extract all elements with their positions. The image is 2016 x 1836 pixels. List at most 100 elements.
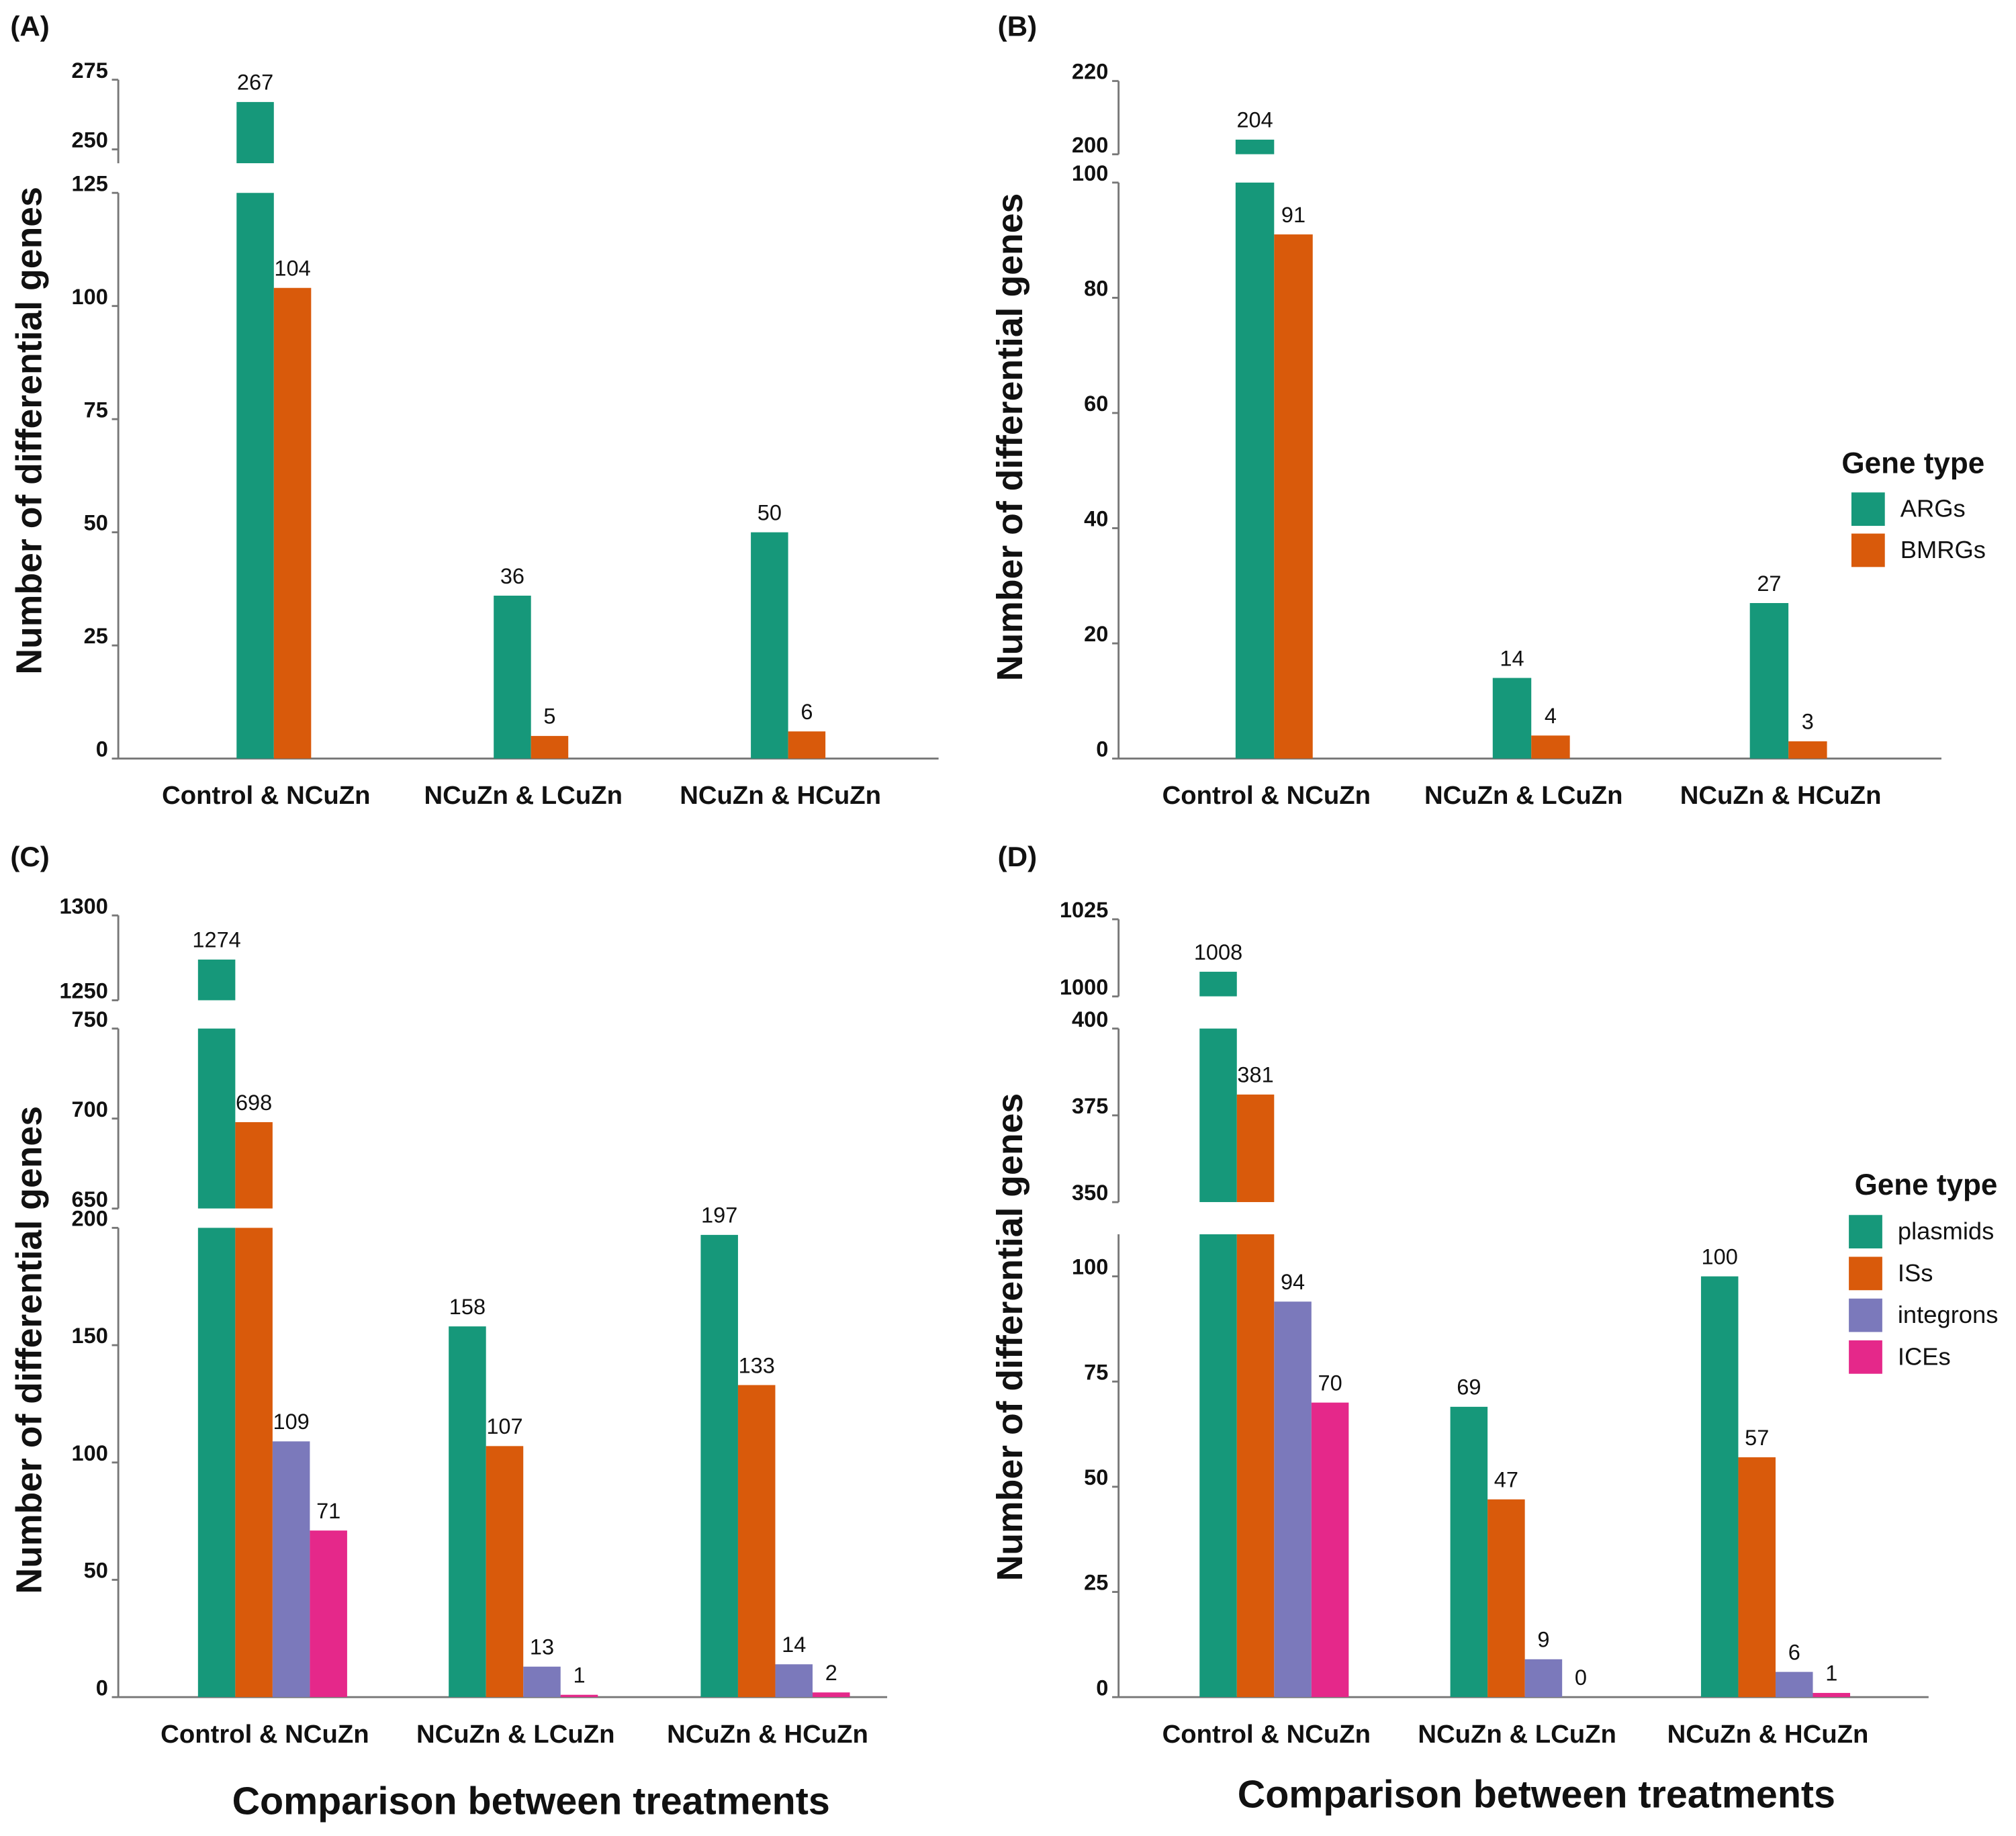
y-tick-label: 0	[96, 1676, 108, 1700]
legend-title: Gene type	[1855, 1168, 1998, 1201]
y-tick-label: 250	[72, 128, 108, 152]
value-label: 3	[1802, 710, 1814, 734]
value-label: 50	[758, 500, 782, 524]
y-tick-label: 125	[72, 171, 108, 195]
bar	[197, 1028, 236, 1209]
y-tick-label: 650	[72, 1187, 108, 1211]
bar	[449, 1326, 486, 1698]
bar	[1700, 1276, 1739, 1698]
value-label: 9	[1537, 1628, 1549, 1652]
y-tick-label: 80	[1084, 277, 1108, 301]
x-tick-label: NCuZn & LCuZn	[416, 1720, 615, 1749]
bar	[751, 532, 788, 759]
y-tick-label: 150	[72, 1324, 108, 1348]
value-label: 36	[500, 564, 524, 588]
x-tick-label: NCuZn & HCuZn	[667, 1720, 868, 1749]
y-tick-label: 200	[72, 1207, 108, 1231]
bar	[1788, 741, 1827, 759]
x-tick-label: Control & NCuZn	[162, 781, 370, 810]
bar	[1274, 234, 1313, 759]
bar	[523, 1666, 561, 1698]
y-axis-title: Number of differential genes	[9, 1106, 49, 1594]
bar	[494, 595, 531, 759]
bar	[236, 101, 274, 164]
y-tick-label: 275	[72, 58, 108, 83]
y-tick-label: 75	[84, 398, 108, 422]
x-tick-label: NCuZn & LCuZn	[1418, 1720, 1616, 1749]
value-label: 4	[1545, 704, 1557, 728]
panel-label: (A)	[10, 10, 49, 42]
y-tick-label: 1250	[59, 979, 107, 1003]
y-axis-title: Number of differential genes	[990, 1093, 1030, 1581]
legend-swatch	[1849, 1340, 1882, 1374]
y-tick-label: 100	[72, 285, 108, 309]
bar	[812, 1692, 850, 1698]
bar	[788, 731, 826, 759]
bar	[1199, 1028, 1237, 1203]
value-label: 109	[273, 1410, 310, 1434]
y-tick-label: 50	[84, 511, 108, 535]
y-tick-label: 350	[1072, 1181, 1108, 1205]
legend-swatch	[1849, 1298, 1882, 1332]
value-label: 381	[1237, 1063, 1273, 1087]
value-label: 70	[1318, 1371, 1342, 1395]
y-tick-label: 100	[1072, 161, 1108, 185]
bar	[560, 1694, 598, 1698]
legend-swatch	[1849, 1256, 1882, 1291]
panel-label: (C)	[10, 841, 49, 872]
value-label: 1008	[1194, 940, 1242, 964]
value-label: 27	[1757, 571, 1781, 596]
value-label: 197	[701, 1203, 737, 1228]
y-tick-label: 1300	[59, 894, 107, 918]
y-tick-label: 75	[1084, 1360, 1108, 1384]
x-axis-title: Comparison between treatments	[232, 1780, 830, 1823]
value-label: 69	[1457, 1375, 1481, 1399]
value-label: 0	[1575, 1665, 1587, 1690]
legend-label: ARGs	[1900, 495, 1966, 522]
value-label: 133	[739, 1353, 775, 1377]
value-label: 57	[1745, 1426, 1769, 1450]
value-label: 71	[316, 1499, 340, 1523]
value-label: 204	[1236, 108, 1273, 132]
bar	[700, 1234, 738, 1698]
y-tick-label: 25	[1084, 1571, 1108, 1595]
y-tick-label: 200	[1072, 133, 1108, 157]
bar	[1235, 182, 1275, 759]
bar	[1236, 1234, 1275, 1698]
legend-swatch	[1851, 533, 1885, 567]
x-tick-label: NCuZn & HCuZn	[1680, 781, 1882, 810]
y-tick-label: 25	[84, 624, 108, 648]
value-label: 6	[1788, 1640, 1800, 1664]
y-axis-title: Number of differential genes	[9, 187, 49, 675]
y-tick-label: 50	[1084, 1465, 1108, 1489]
y-tick-label: 50	[84, 1559, 108, 1583]
value-label: 14	[782, 1633, 806, 1657]
y-tick-label: 1025	[1060, 898, 1108, 922]
value-label: 1	[573, 1663, 585, 1688]
y-tick-label: 40	[1084, 507, 1108, 531]
x-tick-label: Control & NCuZn	[161, 1720, 369, 1749]
value-label: 100	[1702, 1244, 1738, 1269]
bar	[486, 1446, 524, 1698]
bar	[1492, 678, 1532, 759]
x-tick-label: NCuZn & LCuZn	[1424, 781, 1623, 810]
bar	[1524, 1659, 1563, 1698]
y-tick-label: 0	[1096, 737, 1108, 762]
bar	[1749, 603, 1789, 759]
x-tick-label: NCuZn & HCuZn	[1667, 1720, 1869, 1749]
bar	[1311, 1402, 1349, 1698]
y-tick-label: 0	[1096, 1676, 1108, 1700]
x-axis-title: Comparison between treatments	[1238, 1774, 1835, 1817]
bar	[1487, 1499, 1525, 1698]
y-tick-label: 20	[1084, 622, 1108, 646]
bar	[1531, 735, 1570, 759]
bar	[531, 735, 569, 759]
legend-swatch	[1849, 1215, 1882, 1249]
bar	[273, 287, 312, 759]
y-tick-label: 750	[72, 1007, 108, 1031]
bar	[235, 1122, 273, 1209]
value-label: 267	[237, 71, 273, 95]
value-label: 698	[236, 1091, 272, 1115]
value-label: 1	[1825, 1661, 1837, 1686]
